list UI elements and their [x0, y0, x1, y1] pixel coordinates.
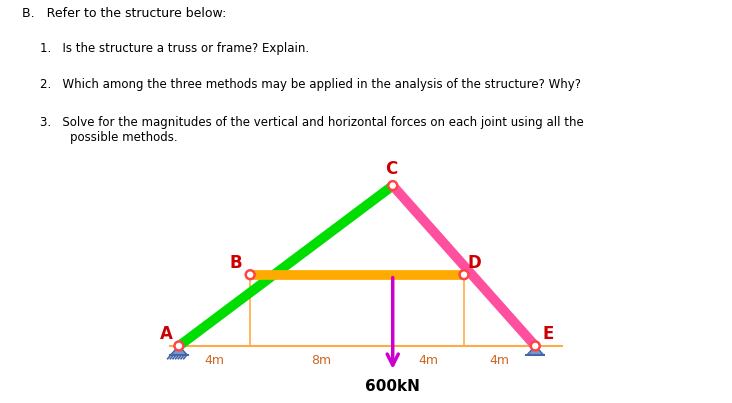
- Text: C: C: [385, 160, 397, 179]
- Text: 4m: 4m: [419, 354, 438, 367]
- Polygon shape: [527, 346, 543, 355]
- Circle shape: [174, 341, 184, 351]
- Text: D: D: [468, 254, 482, 272]
- Text: 1.   Is the structure a truss or frame? Explain.: 1. Is the structure a truss or frame? Ex…: [40, 42, 310, 55]
- Circle shape: [461, 272, 466, 277]
- Text: B: B: [230, 254, 242, 272]
- Circle shape: [245, 270, 255, 280]
- Text: 600kN: 600kN: [365, 379, 420, 394]
- Circle shape: [459, 270, 469, 280]
- Text: 4m: 4m: [490, 354, 509, 367]
- Text: 3.   Solve for the magnitudes of the vertical and horizontal forces on each join: 3. Solve for the magnitudes of the verti…: [40, 116, 584, 144]
- Circle shape: [247, 272, 253, 277]
- Text: A: A: [160, 325, 173, 343]
- Text: E: E: [542, 325, 553, 343]
- Circle shape: [530, 341, 540, 351]
- Circle shape: [390, 183, 395, 188]
- Text: B.   Refer to the structure below:: B. Refer to the structure below:: [22, 8, 226, 21]
- Text: 8m: 8m: [311, 354, 332, 367]
- Text: 2.   Which among the three methods may be applied in the analysis of the structu: 2. Which among the three methods may be …: [40, 77, 581, 91]
- Circle shape: [533, 343, 538, 349]
- Circle shape: [388, 181, 397, 191]
- Text: 4m: 4m: [204, 354, 225, 367]
- Circle shape: [176, 343, 182, 349]
- Polygon shape: [171, 346, 187, 355]
